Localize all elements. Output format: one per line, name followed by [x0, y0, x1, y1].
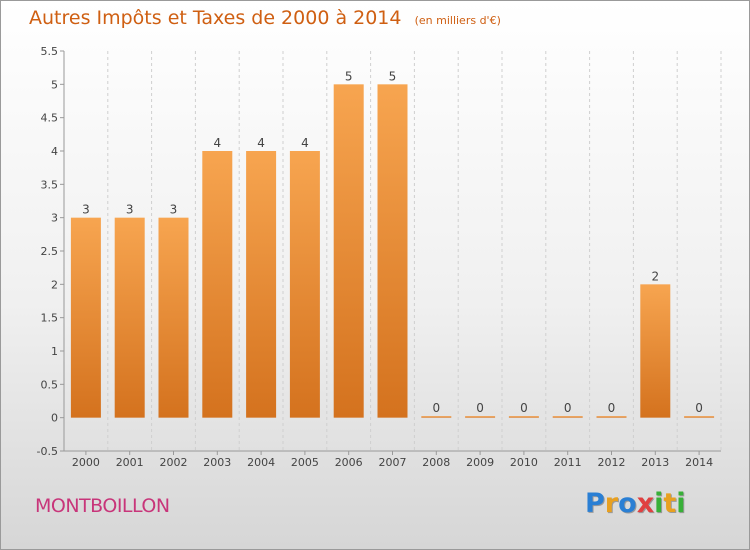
- data-label: 5: [345, 69, 353, 83]
- y-tick-label: 3: [51, 212, 58, 225]
- axis-layer: -0.5 0 0.5 1 1.5 2 2.5 3 3.5 4 4.5 5 5.5: [37, 45, 721, 458]
- chart-title-row: Autres Impôts et Taxes de 2000 à 2014 (e…: [29, 7, 501, 29]
- data-label: 0: [520, 401, 528, 415]
- bar: [640, 284, 671, 418]
- bar: [596, 416, 627, 418]
- bar: [114, 217, 145, 418]
- bar: [684, 416, 715, 418]
- y-tick-label: 3.5: [41, 178, 59, 191]
- x-tick-label: 2006: [335, 456, 363, 469]
- x-tick-label: 2013: [641, 456, 669, 469]
- data-label: 0: [695, 401, 703, 415]
- x-tick-label: 2010: [510, 456, 538, 469]
- y-tick-label: 1.5: [41, 312, 59, 325]
- data-label: 2: [651, 269, 659, 283]
- x-tick-label: 2001: [116, 456, 144, 469]
- data-label: 4: [301, 136, 309, 150]
- x-tick-label: 2011: [554, 456, 582, 469]
- x-tick-label: 2004: [247, 456, 275, 469]
- data-label: 3: [170, 203, 178, 217]
- y-tick-label: 5: [51, 78, 58, 91]
- brand-logo-letter: i: [654, 488, 664, 519]
- brand-logo-letter: P: [585, 488, 605, 519]
- bar: [552, 416, 583, 418]
- y-tick-label: 0: [51, 412, 58, 425]
- data-label: 0: [608, 401, 616, 415]
- brand-logo-letter: t: [663, 488, 677, 519]
- label-layer: 3200032001320024200342004420055200652007…: [72, 69, 713, 469]
- bar: [333, 84, 364, 418]
- x-tick-label: 2014: [685, 456, 713, 469]
- data-label: 5: [389, 69, 397, 83]
- data-label: 4: [257, 136, 265, 150]
- data-label: 4: [213, 136, 221, 150]
- chart-title: Autres Impôts et Taxes de 2000 à 2014: [29, 7, 402, 29]
- y-tick-label: 1: [51, 345, 58, 358]
- bar-layer: [70, 84, 715, 418]
- y-tick-label: 2.5: [41, 245, 59, 258]
- data-label: 3: [82, 203, 90, 217]
- data-label: 0: [476, 401, 484, 415]
- commune-name: MONTBOILLON: [35, 495, 170, 517]
- x-tick-label: 2005: [291, 456, 319, 469]
- y-tick-label: 4.5: [41, 112, 59, 125]
- y-tick-label: 5.5: [41, 45, 59, 58]
- bar: [202, 151, 233, 418]
- bar: [508, 416, 539, 418]
- x-tick-label: 2008: [422, 456, 450, 469]
- grid-layer: [63, 51, 722, 451]
- bar: [246, 151, 277, 418]
- bar: [377, 84, 408, 418]
- y-tick-label: 4: [51, 145, 58, 158]
- x-tick-label: 2009: [466, 456, 494, 469]
- brand-logo-letter: o: [618, 488, 637, 519]
- brand-logo-letter: i: [676, 488, 686, 519]
- x-tick-label: 2003: [203, 456, 231, 469]
- data-label: 0: [564, 401, 572, 415]
- bar: [70, 217, 101, 418]
- x-tick-label: 2012: [598, 456, 626, 469]
- y-tick-label: 0.5: [41, 378, 59, 391]
- brand-logo-letter: r: [604, 488, 619, 519]
- bar: [289, 151, 320, 418]
- data-label: 3: [126, 203, 134, 217]
- bar: [158, 217, 189, 418]
- x-tick-label: 2007: [379, 456, 407, 469]
- brand-logo: Proxiti: [585, 488, 686, 519]
- y-tick-label: -0.5: [37, 445, 58, 458]
- brand-logo-letter: x: [636, 488, 655, 519]
- chart-subtitle: (en milliers d'€): [414, 14, 501, 27]
- y-tick-label: 2: [51, 278, 58, 291]
- bar: [465, 416, 496, 418]
- bar: [421, 416, 452, 418]
- x-tick-label: 2002: [160, 456, 188, 469]
- x-tick-label: 2000: [72, 456, 100, 469]
- data-label: 0: [432, 401, 440, 415]
